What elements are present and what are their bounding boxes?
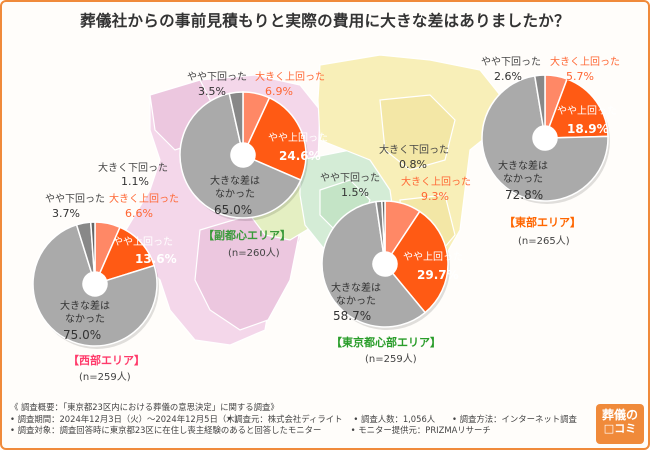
center-area-title: 【東京都心部エリア】 [331, 336, 441, 349]
west-value-small-up: 13.6% [135, 252, 177, 266]
west-area-title: 【西部エリア】 [68, 354, 145, 367]
west-label-no-diff: 大きな差は なかった [55, 300, 115, 326]
center-label-large-down: 大きく下回った [379, 145, 449, 156]
footer-period: • 調査期間：2024年12月3日（火）〜2024年12月5日（木） [10, 413, 243, 424]
survey-footer: 《 調査概要：「東京都23区内における葬儀の意思決定」に関する調査》 • 調査期… [10, 402, 577, 437]
east-donut [481, 74, 610, 204]
logo-line2: □コミ [603, 422, 637, 435]
subcenter-area-title: 【副都心エリア】 [203, 229, 291, 242]
footer-provider: • モニター提供元：PRIZMAリサーチ [350, 425, 491, 435]
east-label-large-up: 大きく上回った [550, 57, 620, 68]
east-label-small-up: やや上回った [557, 106, 617, 117]
east-value-no-diff: 72.8% [505, 188, 544, 202]
west-label-small-up: やや上回った [113, 237, 173, 248]
west-label-no-diff-line2: なかった [65, 314, 105, 325]
east-label-small-down: やや下回った [481, 57, 541, 68]
east-donut-hole [533, 126, 557, 150]
subcenter-label-small-down: やや下回った [187, 72, 247, 83]
subcenter-area-count: (n=260人) [228, 248, 280, 259]
map-region-east-2 [379, 94, 456, 171]
center-value-small-down: 1.5% [341, 186, 369, 199]
subcenter-label-small-up: やや上回った [268, 133, 328, 144]
east-value-large-up: 5.7% [566, 70, 594, 83]
east-label-no-diff-line2: なかった [503, 174, 543, 185]
subcenter-donut-hole [231, 143, 255, 167]
west-value-small-down: 3.7% [52, 207, 80, 220]
subcenter-value-small-up: 24.6% [279, 149, 321, 163]
center-donut [321, 200, 450, 330]
east-area-title: 【東部エリア】 [504, 216, 581, 229]
logo: 葬儀の □コミ [596, 404, 644, 444]
west-value-large-down: 1.1% [121, 175, 149, 188]
center-label-no-diff: 大きな差は なかった [326, 282, 386, 308]
subcenter-label-no-diff-line2: なかった [215, 189, 255, 200]
west-area-count: (n=259人) [79, 372, 131, 383]
center-label-small-up: やや上回った [403, 252, 463, 263]
footer-row-2: • 調査対象：調査回答時に東京都23区に在住し喪主経験のあると回答したモニター … [10, 425, 577, 437]
chart-title: 葬儀社からの事前見積もりと実際の費用に大きな差はありましたか？ [80, 12, 570, 30]
center-label-no-diff-line2: なかった [336, 296, 376, 307]
footer-row-1: • 調査期間：2024年12月3日（火）〜2024年12月5日（木） • 調査元… [10, 414, 577, 426]
east-label-no-diff-line1: 大きな差は [498, 161, 548, 172]
west-label-small-down: やや下回った [45, 194, 105, 205]
footer-method: • 調査方法：インターネット調査 [452, 413, 577, 424]
subcenter-value-small-down: 3.5% [198, 85, 226, 98]
footer-heading: 《 調査概要：「東京都23区内における葬儀の意思決定」に関する調査》 [10, 402, 279, 412]
subcenter-value-large-up: 6.9% [265, 85, 293, 98]
subcenter-label-no-diff-line1: 大きな差は [210, 176, 260, 187]
subcenter-donut [179, 91, 308, 221]
footer-target: • 調査対象：調査回答時に東京都23区に在住し喪主経験のあると回答したモニター [10, 425, 322, 435]
center-value-large-down: 0.8% [399, 158, 427, 171]
east-area-count: (n=265人) [518, 236, 570, 247]
subcenter-label-no-diff: 大きな差は なかった [205, 175, 265, 201]
east-label-no-diff: 大きな差は なかった [493, 160, 553, 186]
center-donut-hole [373, 252, 397, 276]
center-value-no-diff: 58.7% [333, 309, 372, 323]
west-label-large-up: 大きく上回った [109, 194, 179, 205]
west-value-large-up: 6.6% [125, 207, 153, 220]
east-value-small-down: 2.6% [494, 70, 522, 83]
west-donut-hole [83, 272, 107, 296]
center-label-small-down: やや下回った [320, 173, 380, 184]
footer-count: • 調査人数：1,056人 [353, 413, 436, 424]
center-value-small-up: 29.7% [417, 268, 459, 282]
center-area-count: (n=259人) [365, 354, 417, 365]
west-label-no-diff-line1: 大きな差は [60, 301, 110, 312]
footer-method-org: • 調査元：株式会社ディライト [226, 413, 343, 424]
center-label-no-diff-line1: 大きな差は [331, 283, 381, 294]
west-value-no-diff: 75.0% [63, 328, 102, 342]
east-value-small-up: 18.9% [567, 122, 609, 136]
logo-line1: 葬儀の [601, 408, 638, 422]
center-value-large-up: 9.3% [421, 190, 449, 203]
subcenter-label-large-up: 大きく上回った [255, 72, 325, 83]
center-label-large-up: 大きく上回った [401, 177, 471, 188]
west-label-large-down: 大きく下回った [98, 163, 168, 174]
subcenter-value-no-diff: 65.0% [214, 203, 253, 217]
west-donut [32, 221, 159, 349]
